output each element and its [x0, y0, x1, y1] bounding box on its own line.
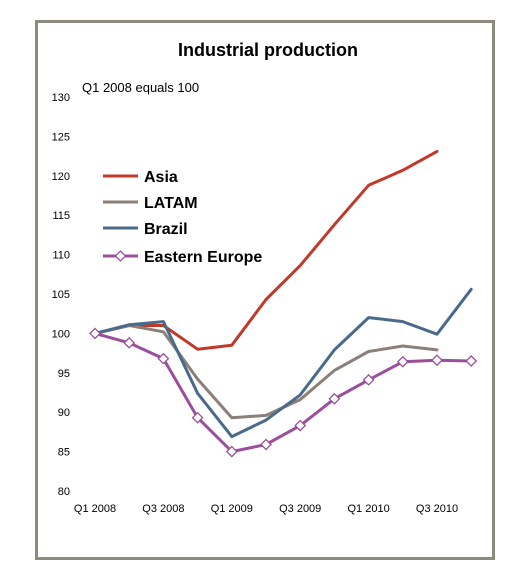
y-axis-ticks: 80 85 90 95 100 105 110 115 120 125 130	[52, 92, 70, 498]
data-point-eastern-europe	[90, 328, 100, 338]
legend-label-eastern-europe: Eastern Europe	[144, 249, 262, 266]
legend-label-latam: LATAM	[144, 195, 198, 212]
y-tick-label: 110	[52, 250, 70, 262]
y-tick-label: 120	[52, 171, 70, 183]
x-axis-ticks: Q1 2008 Q3 2008 Q1 2009 Q3 2009 Q1 2010 Q3 20…	[74, 503, 458, 515]
y-tick-label: 115	[52, 210, 70, 222]
legend: Asia LATAM Brazil Eastern Europe	[103, 169, 262, 266]
series-line-eastern-europe	[95, 333, 471, 451]
x-tick-label: Q3 2008	[142, 503, 184, 515]
y-tick-label: 130	[52, 92, 70, 104]
chart-title: Industrial production	[178, 40, 358, 60]
legend-label-asia: Asia	[144, 169, 178, 186]
series-line-brazil	[95, 289, 471, 436]
y-tick-label: 105	[52, 289, 70, 301]
data-point-eastern-europe	[466, 356, 476, 366]
x-tick-label: Q1 2010	[347, 503, 389, 515]
x-tick-label: Q1 2009	[211, 503, 253, 515]
y-tick-label: 100	[52, 328, 70, 340]
x-tick-label: Q3 2009	[279, 503, 321, 515]
y-tick-label: 125	[52, 131, 70, 143]
data-point-eastern-europe	[432, 355, 442, 365]
y-tick-label: 90	[58, 407, 70, 419]
y-tick-label: 95	[58, 368, 70, 380]
y-tick-label: 85	[58, 447, 70, 459]
x-tick-label: Q1 2008	[74, 503, 116, 515]
y-tick-label: 80	[58, 486, 70, 498]
legend-label-brazil: Brazil	[144, 221, 188, 238]
chart-subtitle: Q1 2008 equals 100	[82, 80, 199, 95]
data-point-eastern-europe	[124, 338, 134, 348]
x-tick-label: Q3 2010	[416, 503, 458, 515]
legend-marker-eastern-europe	[116, 251, 126, 261]
